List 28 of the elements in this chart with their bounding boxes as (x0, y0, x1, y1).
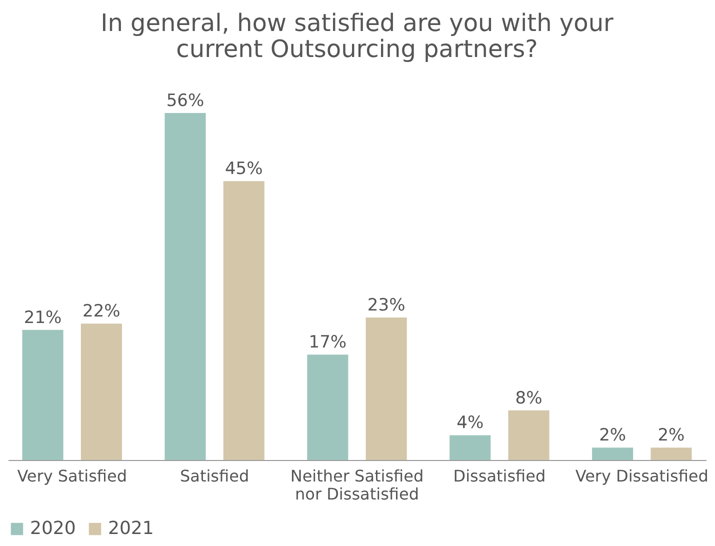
data-label: 2% (658, 426, 685, 446)
bar (650, 448, 692, 460)
bar (592, 448, 634, 460)
bar (22, 330, 64, 460)
data-label: 8% (515, 388, 542, 408)
bar (366, 317, 407, 460)
data-label: 22% (82, 302, 120, 322)
data-label: 4% (456, 413, 484, 434)
x-tick-label: Dissatisfied (453, 466, 546, 486)
data-label: 17% (308, 332, 347, 353)
x-tick-label: Very Dissatisfied (575, 466, 708, 486)
data-label: 23% (367, 295, 406, 316)
data-label: 56% (166, 91, 204, 111)
x-tick-label: Very Satisfied (17, 466, 127, 486)
chart-title: In general, how satisfied are you with your current Outsourcing partners? (100, 9, 614, 63)
bar (307, 354, 348, 460)
x-tick-label: Neither Satisfied nor Dissatisfied (290, 466, 424, 504)
data-label: 2% (599, 426, 626, 446)
bar (164, 113, 206, 460)
bar (80, 324, 122, 460)
data-label: 45% (224, 159, 263, 180)
legend-label: 2021 (108, 518, 154, 539)
legend-label: 2020 (30, 518, 76, 539)
bar (508, 410, 550, 460)
data-label: 21% (24, 308, 62, 328)
bar (223, 181, 264, 460)
x-tick-label: Satisfied (180, 466, 250, 486)
bar (450, 435, 491, 460)
